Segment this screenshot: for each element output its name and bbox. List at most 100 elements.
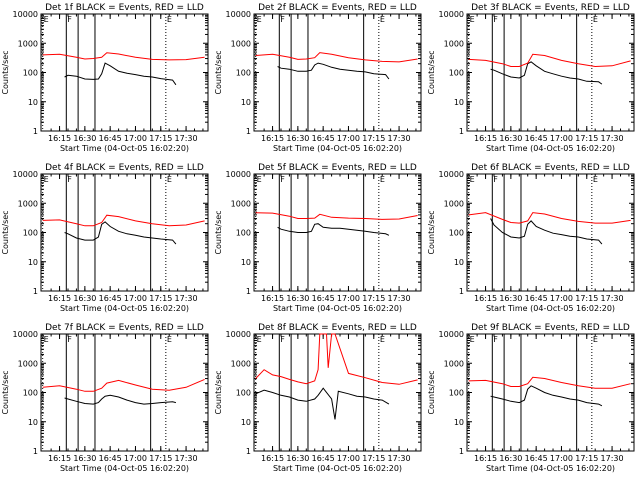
chart-panel: Det 4f BLACK = Events, RED = LLD 1 10 100 10… xyxy=(1,163,209,313)
time-marker-label: E xyxy=(470,175,475,184)
y-tick-label: 10000 xyxy=(439,10,464,19)
chart-panel: Det 7f BLACK = Events, RED = LLD 1 10 100 10… xyxy=(1,323,209,473)
series-line-events xyxy=(64,394,177,405)
x-tick-label: 16:15 xyxy=(474,134,497,143)
y-tick-label: 10 xyxy=(28,418,38,427)
x-tick-label: 17:30 xyxy=(388,134,411,143)
y-tick-label: 1000 xyxy=(18,39,38,48)
y-tick-label: 100 xyxy=(449,69,464,78)
y-axis-label: Counts/sec xyxy=(1,50,10,94)
series-line-lld xyxy=(468,376,631,389)
y-tick-label: 10 xyxy=(241,258,251,267)
chart-title: Det 8f BLACK = Events, RED = LLD xyxy=(258,323,417,333)
chart-title: Det 9f BLACK = Events, RED = LLD xyxy=(471,323,630,333)
x-tick-label: 16:15 xyxy=(261,454,284,463)
x-tick-label: 16:45 xyxy=(525,134,548,143)
y-tick-label: 10000 xyxy=(226,10,251,19)
y-axis-label: Counts/sec xyxy=(1,210,10,254)
x-tick-label: 17:30 xyxy=(601,454,624,463)
chart-title: Det 3f BLACK = Events, RED = LLD xyxy=(471,3,630,13)
time-marker-label: E xyxy=(470,15,475,24)
x-tick-label: 16:30 xyxy=(73,134,96,143)
x-tick-label: 17:00 xyxy=(337,454,360,463)
time-marker-label: E xyxy=(257,175,262,184)
x-tick-label: 16:45 xyxy=(525,454,548,463)
x-axis-label: Start Time (04-Oct-05 16:02:20) xyxy=(273,304,402,313)
y-tick-label: 100 xyxy=(236,69,251,78)
y-tick-label: 100 xyxy=(23,389,38,398)
time-marker-label: F xyxy=(280,175,285,184)
x-tick-label: 17:30 xyxy=(601,294,624,303)
time-marker-label: E xyxy=(593,15,598,24)
time-marker-label: F xyxy=(280,335,285,344)
x-tick-label: 16:45 xyxy=(99,454,122,463)
x-axis-label: Start Time (04-Oct-05 16:02:20) xyxy=(486,144,615,153)
y-tick-label: 1000 xyxy=(444,39,464,48)
time-marker-label: E xyxy=(167,335,172,344)
time-marker-label: E xyxy=(593,335,598,344)
y-tick-label: 1000 xyxy=(18,359,38,368)
y-tick-label: 10 xyxy=(28,98,38,107)
x-tick-label: 16:45 xyxy=(312,134,335,143)
y-tick-label: 1000 xyxy=(18,199,38,208)
x-axis-label: Start Time (04-Oct-05 16:02:20) xyxy=(273,144,402,153)
y-tick-label: 100 xyxy=(449,389,464,398)
x-tick-label: 16:15 xyxy=(474,454,497,463)
x-axis-label: Start Time (04-Oct-05 16:02:20) xyxy=(273,464,402,473)
time-marker-label: E xyxy=(44,335,49,344)
time-marker-label: E xyxy=(380,15,385,24)
y-tick-label: 10000 xyxy=(13,330,38,339)
x-tick-label: 17:30 xyxy=(175,134,198,143)
y-tick-label: 10 xyxy=(241,418,251,427)
series-line-events xyxy=(277,62,390,80)
time-marker-label: F xyxy=(280,15,285,24)
y-tick-label: 100 xyxy=(236,229,251,238)
series-line-events xyxy=(490,218,603,245)
x-tick-label: 17:30 xyxy=(388,294,411,303)
x-axis-label: Start Time (04-Oct-05 16:02:20) xyxy=(60,464,189,473)
x-tick-label: 17:00 xyxy=(337,294,360,303)
x-tick-label: 16:30 xyxy=(73,454,96,463)
x-tick-label: 17:00 xyxy=(550,294,573,303)
chart-panel: Det 2f BLACK = Events, RED = LLD 1 10 100 10… xyxy=(214,3,422,153)
series-line-lld xyxy=(468,53,631,68)
y-tick-label: 10 xyxy=(454,98,464,107)
chart-panel: Det 6f BLACK = Events, RED = LLD 1 10 100 10… xyxy=(427,163,635,313)
y-tick-label: 100 xyxy=(449,229,464,238)
chart-panel: Det 9f BLACK = Events, RED = LLD 1 10 100 10… xyxy=(427,323,635,473)
y-tick-label: 1000 xyxy=(444,199,464,208)
y-tick-label: 1000 xyxy=(231,39,251,48)
chart-title: Det 5f BLACK = Events, RED = LLD xyxy=(258,163,417,173)
y-tick-label: 10 xyxy=(241,98,251,107)
x-tick-label: 17:00 xyxy=(550,454,573,463)
y-tick-label: 1 xyxy=(33,127,38,136)
chart-title: Det 6f BLACK = Events, RED = LLD xyxy=(471,163,630,173)
x-tick-label: 16:45 xyxy=(312,454,335,463)
x-tick-label: 16:15 xyxy=(48,134,71,143)
y-tick-label: 1 xyxy=(459,287,464,296)
x-tick-label: 16:30 xyxy=(286,134,309,143)
series-line-events xyxy=(64,221,177,245)
x-tick-label: 16:15 xyxy=(261,134,284,143)
y-axis-label: Counts/sec xyxy=(427,370,436,414)
time-marker-label: F xyxy=(67,335,72,344)
y-tick-label: 10000 xyxy=(13,170,38,179)
chart-panel: Det 5f BLACK = Events, RED = LLD 1 10 100 10… xyxy=(214,163,422,313)
series-line-lld xyxy=(42,52,205,61)
y-tick-label: 1 xyxy=(33,447,38,456)
time-marker-label: E xyxy=(470,335,475,344)
y-tick-label: 1 xyxy=(459,447,464,456)
y-axis-label: Counts/sec xyxy=(1,370,10,414)
x-tick-label: 16:30 xyxy=(499,294,522,303)
x-tick-label: 16:30 xyxy=(499,134,522,143)
x-tick-label: 16:45 xyxy=(99,294,122,303)
x-tick-label: 17:30 xyxy=(601,134,624,143)
time-marker-label: E xyxy=(257,335,262,344)
series-line-events xyxy=(255,387,390,420)
time-marker-label: E xyxy=(380,175,385,184)
chart-panel: Det 3f BLACK = Events, RED = LLD 1 10 100 10… xyxy=(427,3,635,153)
y-tick-label: 10000 xyxy=(439,170,464,179)
chart-title: Det 1f BLACK = Events, RED = LLD xyxy=(45,3,204,13)
time-marker-label: E xyxy=(44,175,49,184)
